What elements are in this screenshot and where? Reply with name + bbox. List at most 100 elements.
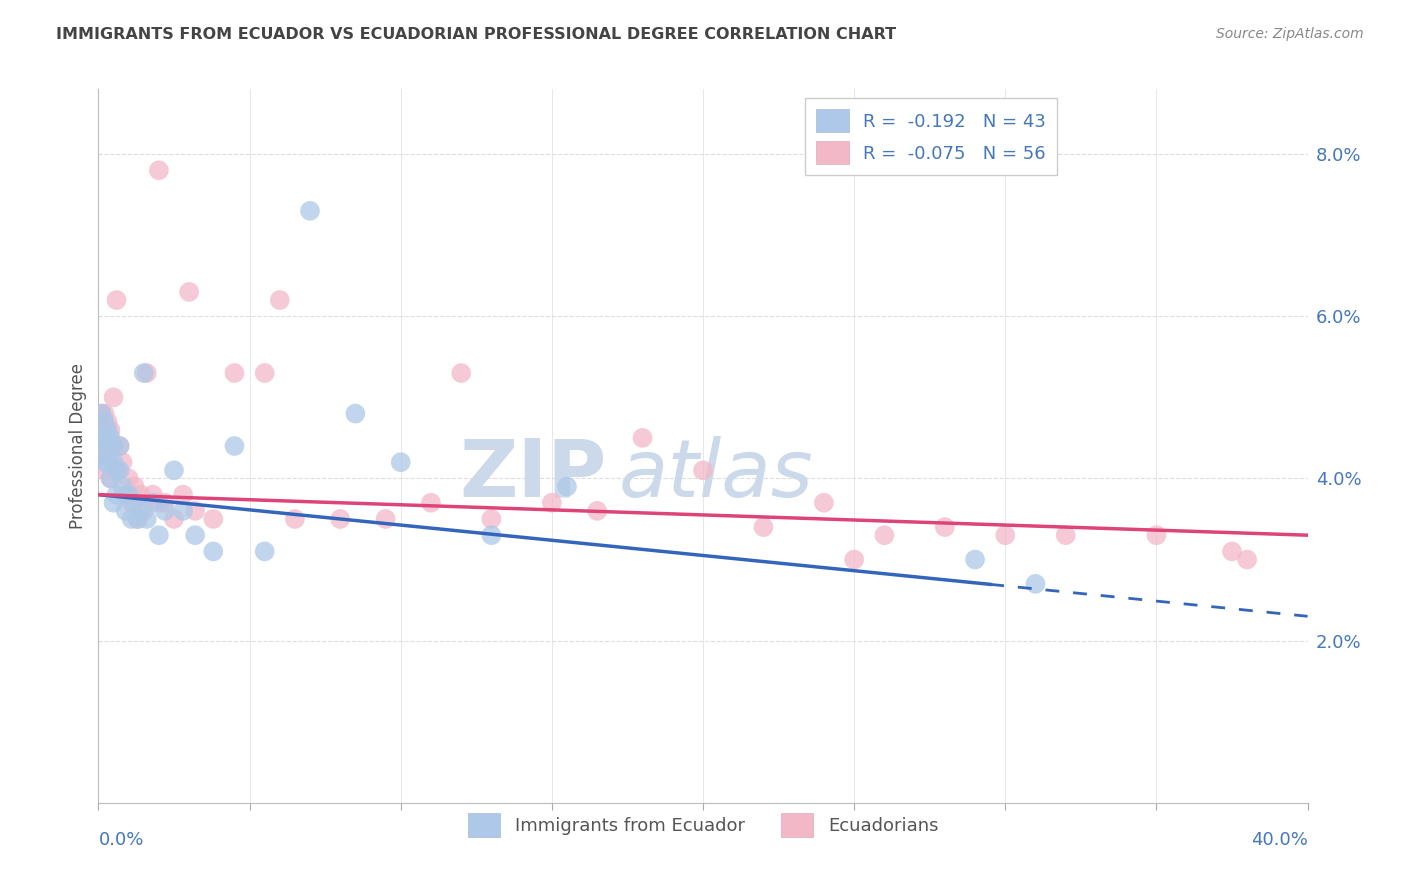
Point	[253, 366, 276, 380]
Point	[103, 439, 125, 453]
Point	[103, 439, 125, 453]
Point	[105, 488, 128, 502]
Point	[103, 455, 125, 469]
Point	[374, 512, 396, 526]
Point	[105, 293, 128, 307]
Point	[389, 455, 412, 469]
Point	[108, 463, 131, 477]
Point	[121, 496, 143, 510]
Point	[129, 488, 152, 502]
Point	[172, 504, 194, 518]
Point	[100, 471, 122, 485]
Point	[132, 504, 155, 518]
Point	[93, 415, 115, 429]
Point	[284, 512, 307, 526]
Point	[114, 504, 136, 518]
Point	[253, 544, 276, 558]
Point	[93, 455, 115, 469]
Point	[93, 463, 115, 477]
Point	[540, 496, 562, 510]
Point	[148, 528, 170, 542]
Point	[813, 496, 835, 510]
Point	[100, 431, 122, 445]
Point	[202, 512, 225, 526]
Point	[96, 455, 118, 469]
Point	[103, 496, 125, 510]
Point	[135, 512, 157, 526]
Point	[299, 203, 322, 218]
Point	[105, 463, 128, 477]
Point	[163, 512, 186, 526]
Point	[481, 528, 503, 542]
Point	[420, 496, 443, 510]
Point	[124, 479, 146, 493]
Point	[93, 431, 115, 445]
Point	[90, 423, 112, 437]
Text: IMMIGRANTS FROM ECUADOR VS ECUADORIAN PROFESSIONAL DEGREE CORRELATION CHART: IMMIGRANTS FROM ECUADOR VS ECUADORIAN PR…	[56, 27, 897, 42]
Point	[224, 366, 246, 380]
Point	[90, 447, 112, 461]
Point	[121, 512, 143, 526]
Point	[103, 390, 125, 404]
Point	[586, 504, 609, 518]
Text: ZIP: ZIP	[458, 435, 606, 514]
Point	[184, 528, 207, 542]
Point	[111, 479, 134, 493]
Point	[934, 520, 956, 534]
Point	[90, 407, 112, 421]
Point	[127, 512, 149, 526]
Point	[481, 512, 503, 526]
Point	[124, 496, 146, 510]
Point	[100, 471, 122, 485]
Point	[555, 479, 578, 493]
Point	[269, 293, 291, 307]
Point	[96, 415, 118, 429]
Point	[129, 504, 152, 518]
Point	[1236, 552, 1258, 566]
Point	[114, 488, 136, 502]
Point	[96, 439, 118, 453]
Point	[153, 504, 176, 518]
Point	[994, 528, 1017, 542]
Point	[100, 423, 122, 437]
Point	[1054, 528, 1077, 542]
Point	[631, 431, 654, 445]
Text: 40.0%: 40.0%	[1251, 831, 1308, 849]
Point	[96, 423, 118, 437]
Text: Source: ZipAtlas.com: Source: ZipAtlas.com	[1216, 27, 1364, 41]
Point	[873, 528, 896, 542]
Point	[153, 496, 176, 510]
Point	[202, 544, 225, 558]
Point	[90, 447, 112, 461]
Point	[108, 439, 131, 453]
Point	[148, 163, 170, 178]
Point	[105, 463, 128, 477]
Point	[163, 463, 186, 477]
Point	[184, 504, 207, 518]
Point	[127, 512, 149, 526]
Point	[142, 496, 165, 510]
Point	[96, 447, 118, 461]
Y-axis label: Professional Degree: Professional Degree	[69, 363, 87, 529]
Point	[752, 520, 775, 534]
Point	[344, 407, 367, 421]
Point	[90, 407, 112, 421]
Point	[965, 552, 987, 566]
Point	[111, 455, 134, 469]
Point	[179, 285, 201, 299]
Point	[93, 439, 115, 453]
Point	[224, 439, 246, 453]
Point	[1220, 544, 1243, 558]
Point	[118, 488, 141, 502]
Point	[1144, 528, 1167, 542]
Point	[692, 463, 714, 477]
Point	[172, 488, 194, 502]
Point	[1024, 577, 1046, 591]
Point	[93, 407, 115, 421]
Point	[844, 552, 866, 566]
Point	[450, 366, 472, 380]
Point	[108, 439, 131, 453]
Legend: Immigrants from Ecuador, Ecuadorians: Immigrants from Ecuador, Ecuadorians	[461, 806, 945, 844]
Point	[135, 366, 157, 380]
Point	[90, 431, 112, 445]
